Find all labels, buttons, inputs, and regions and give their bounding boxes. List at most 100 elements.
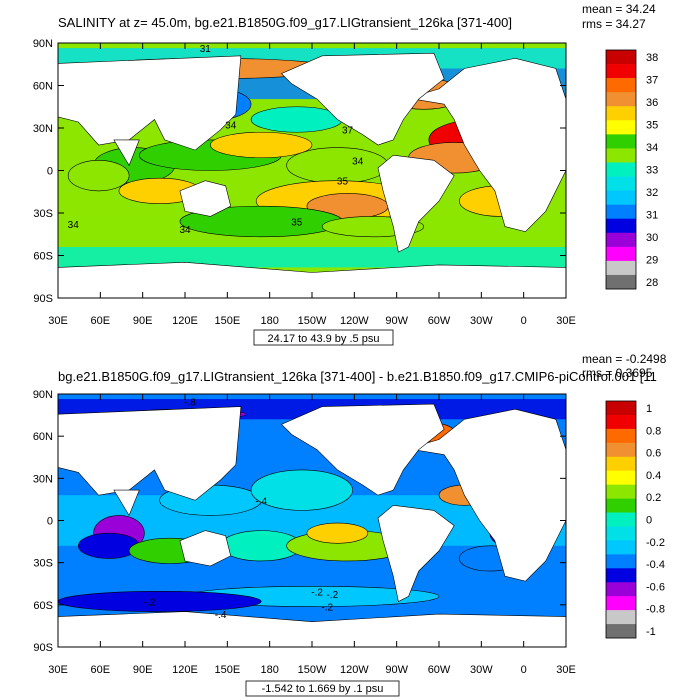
colorbar-swatch [606,442,636,458]
colorbar-label: 30 [646,232,658,244]
colorbar-swatch [606,134,636,149]
colorbar-swatch [606,401,636,416]
colorbar-swatch [606,428,636,444]
colorbar-label: 0.4 [646,470,661,482]
colorbar-swatch [606,568,636,583]
contour-label: 35 [291,218,303,229]
contour-label: -.4 [255,496,267,507]
lon-label: 90W [385,315,408,327]
eurasia-land [58,406,242,501]
colorbar-swatch [606,232,636,248]
colorbar-swatch [606,596,636,611]
contour-label: 35 [337,177,349,188]
colorbar-swatch [606,610,636,625]
lon-label: 150W [298,664,327,676]
lat-label: 60S [33,251,53,263]
colorbar-swatch [606,526,636,541]
stat-text: mean = -0.2498 [582,352,667,366]
range-box [253,329,394,346]
lon-label: 90W [385,664,408,676]
lon-label: 150E [214,315,240,327]
colorbar-label: 0.2 [646,492,661,504]
colorbar-label: 0.6 [646,448,661,460]
lat-label: 60N [33,81,53,93]
colorbar-swatch [606,204,636,220]
panel-title: SALINITY at z= 45.0m, bg.e21.B1850G.f09_… [58,15,512,30]
lon-label: 90E [133,664,153,676]
lon-label: 0 [521,664,527,676]
colorbar-swatch [606,78,636,93]
panel-title: bg.e21.B1850G.f09_g17.LIGtransient_126ka… [58,369,657,384]
contour-label: -.2 [321,603,333,614]
colorbar-swatch [606,470,636,485]
colorbar-swatch [606,120,636,135]
lat-label: 30N [33,123,53,135]
range-label: 24.17 to 43.9 by .5 psu [268,333,380,345]
contour-label: -.2 [326,590,338,601]
stat-text: rms = 0.3695 [582,366,653,380]
lon-label: 30E [556,664,576,676]
colorbar-swatch [606,162,636,177]
lat-label: 30S [33,558,53,570]
colorbar-label: -0.8 [646,604,665,616]
contour-region [67,160,130,192]
antarctica-land [58,611,566,647]
colorbar-label: 33 [646,165,658,177]
lon-label: 120W [340,664,369,676]
colorbar-swatch [606,50,636,65]
map-field-bottom [58,394,566,647]
colorbar-swatch [606,148,636,163]
colorbar-label: 29 [646,254,658,266]
lon-label: 150E [214,664,240,676]
contour-label: -.4 [215,610,227,621]
lon-label: 120E [172,315,198,327]
colorbar-frame [605,49,637,290]
lon-label: 60W [428,664,451,676]
contour-label: 34 [68,220,80,231]
colorbar-label: 0.8 [646,425,661,437]
colorbar-swatch [606,512,636,527]
contour-label: 34 [352,156,364,167]
colorbar-label: -0.6 [646,581,665,593]
lon-label: 180 [260,315,278,327]
contour-label: -.8 [184,398,196,409]
contour-region [210,131,313,159]
north-america-land [280,403,445,496]
colorbar-label: 38 [646,52,658,64]
lat-label: 90N [33,389,53,401]
stat-text: mean = 34.24 [582,2,656,16]
lon-label: 60E [91,664,111,676]
lon-label: 30E [556,315,576,327]
colorbar-swatch [606,456,636,472]
lon-label: 30E [48,315,68,327]
contour-label: 34 [225,121,237,132]
colorbar-swatch [606,246,636,262]
colorbar-label: 37 [646,75,658,87]
australia-land [179,530,232,567]
contour-label: 37 [342,126,354,137]
colorbar-label: 28 [646,277,658,289]
colorbar-swatch [606,260,636,276]
panel-bottom: -.8-.4-.2-.2-.2-.2-.490N60N30N030S60S90S… [33,352,667,697]
lat-label: 90N [33,38,53,50]
lon-label: 120W [340,315,369,327]
lon-label: 60W [428,315,451,327]
contour-label: 34 [179,225,191,236]
lat-label: 90S [33,293,53,305]
colorbar-swatch [606,64,636,79]
australia-land [179,180,232,217]
india-land [113,489,140,517]
colorbar-label: 36 [646,97,658,109]
lon-label: 180 [260,664,278,676]
colorbar-label: 35 [646,120,658,132]
contour-label: -.2 [311,587,323,598]
lat-label: 0 [47,166,53,178]
colorbar-label: 31 [646,209,658,221]
contour-region [58,591,262,612]
colorbar-label: -1 [646,626,656,638]
colorbar-label: 1 [646,403,652,415]
colorbar-label: 32 [646,187,658,199]
south-america-land [377,154,455,253]
